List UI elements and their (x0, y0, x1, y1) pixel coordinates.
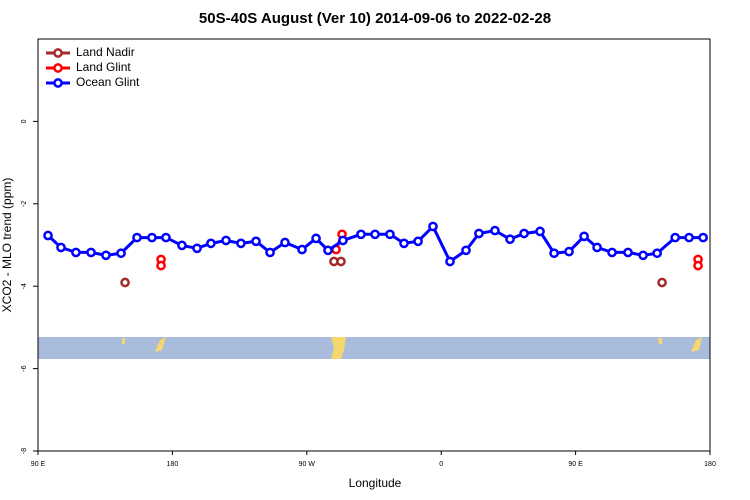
land-blob (155, 337, 166, 352)
point (192, 243, 202, 254)
y-tick-label: -6 (21, 365, 28, 371)
point (579, 231, 589, 242)
legend-label: Ocean Glint (76, 75, 140, 89)
point (535, 226, 545, 237)
land-blob (691, 337, 702, 352)
x-tick-label: 180 (167, 461, 179, 468)
point (336, 256, 346, 267)
x-tick-label: 90 E (31, 461, 46, 468)
land-blob (658, 338, 662, 344)
legend-label: Land Nadir (76, 45, 135, 59)
y-tick-label: 0 (21, 119, 28, 123)
point (505, 234, 515, 245)
map-strip (38, 337, 710, 359)
point (638, 250, 648, 261)
point (399, 238, 409, 249)
x-tick-label: 0 (439, 461, 443, 468)
point (490, 225, 500, 236)
point (297, 244, 307, 255)
point (236, 238, 246, 249)
point (338, 235, 348, 246)
point (116, 248, 126, 259)
point (147, 232, 157, 243)
legend-label: Land Glint (76, 60, 131, 74)
point (86, 247, 96, 258)
plot-frame (37, 38, 711, 452)
x-axis-label: Longitude (349, 476, 402, 490)
point (101, 250, 111, 261)
land-blob (122, 338, 125, 344)
point (549, 248, 559, 259)
x-tick-label: 90 E (568, 461, 583, 468)
y-tick-label: -2 (21, 201, 28, 207)
point (652, 248, 662, 259)
chart-title: 50S-40S August (Ver 10) 2014-09-06 to 20… (199, 10, 551, 27)
point (698, 232, 708, 243)
legend-marker (53, 48, 63, 58)
y-axis-label: XCO2 - MLO trend (ppm) (0, 178, 14, 313)
point (311, 233, 321, 244)
point (564, 246, 574, 257)
legend-marker (53, 78, 63, 88)
point (161, 232, 171, 243)
point (657, 277, 667, 288)
point (251, 236, 261, 247)
point (265, 247, 275, 258)
point (132, 232, 142, 243)
point (323, 245, 333, 256)
point (670, 232, 681, 243)
point (370, 229, 380, 240)
point (385, 229, 395, 240)
point (684, 232, 694, 243)
point (693, 260, 703, 271)
point (592, 242, 602, 253)
ocean-strip (38, 337, 710, 359)
point (461, 245, 471, 256)
point (56, 242, 66, 253)
point (156, 260, 166, 271)
land-blob (331, 337, 346, 359)
point (428, 221, 438, 232)
x-tick-label: 180 (704, 461, 716, 468)
point (221, 235, 231, 246)
x-tick-label: 90 W (299, 461, 316, 468)
point (474, 228, 484, 239)
y-tick-label: -4 (21, 283, 28, 289)
point (607, 247, 617, 258)
point (206, 238, 216, 249)
point (177, 240, 187, 251)
point (413, 236, 423, 247)
point (43, 230, 53, 241)
point (519, 228, 529, 239)
point (356, 229, 366, 240)
point (280, 237, 290, 248)
point (120, 277, 130, 288)
legend-marker (53, 63, 63, 73)
point (71, 247, 81, 258)
point (623, 247, 633, 258)
point (445, 256, 455, 267)
y-tick-label: -8 (21, 448, 28, 454)
